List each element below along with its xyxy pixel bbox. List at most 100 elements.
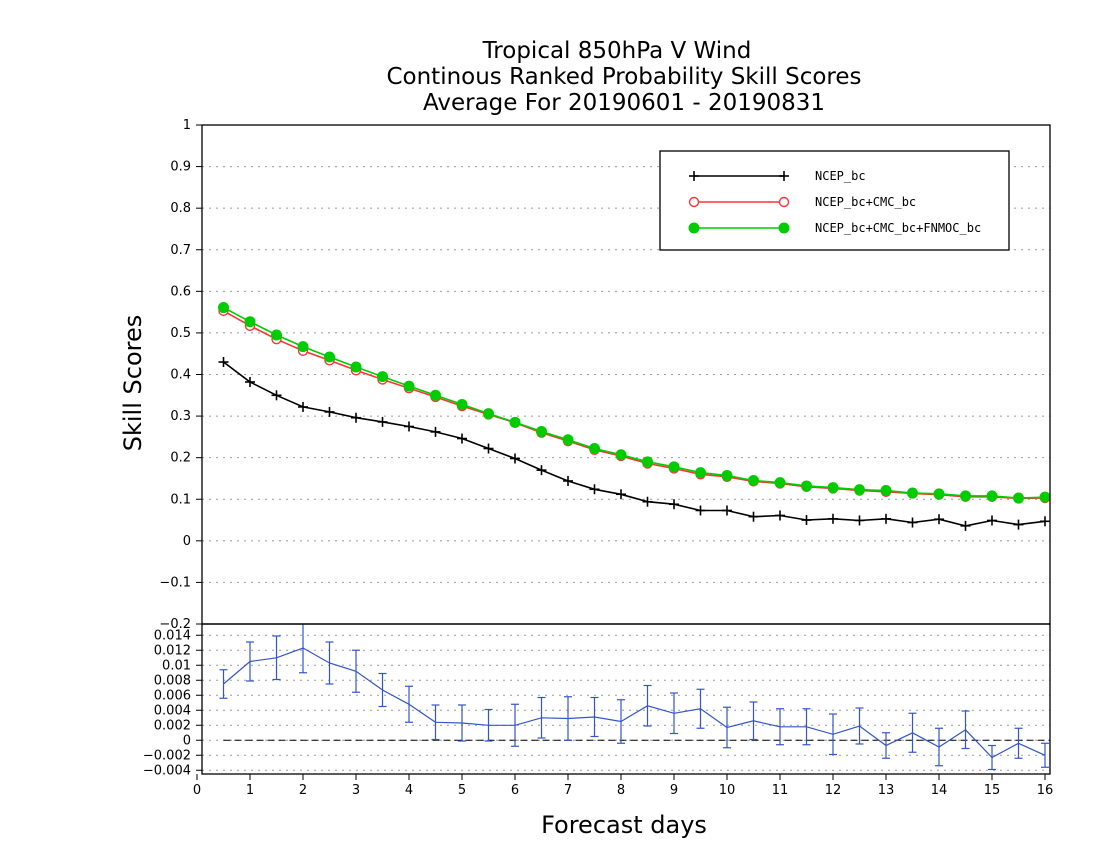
filled-circle-marker: [403, 380, 415, 392]
x-tick-label: 13: [878, 783, 895, 798]
lower-y-tick-label: 0.008: [154, 673, 191, 688]
filled-circle-marker: [244, 316, 256, 328]
upper-grid: [202, 166, 1050, 583]
filled-circle-marker: [350, 361, 362, 373]
legend: NCEP_bc NCEP_bc+CMC_bc NCEP_bc+CMC_bc+FNMO…: [659, 150, 1010, 251]
lower-y-tick-label: 0.012: [154, 643, 191, 658]
plus-marker: [298, 401, 308, 412]
plus-marker: [510, 453, 520, 464]
lower-series: [219, 624, 1050, 771]
plus-marker: [987, 515, 997, 526]
upper-y-tick-label: 0: [183, 534, 191, 549]
plus-marker: [457, 433, 467, 444]
filled-circle-marker: [827, 482, 839, 494]
title-line-2: Continous Ranked Probability Skill Score…: [386, 64, 861, 90]
upper-y-ticks: −0.2 −0.1 0 0.1 0.2 0.3 0.4 0.5 0.6 0.7 0.8 0.9 1: [159, 118, 202, 632]
plus-marker: [669, 499, 679, 510]
lower-y-tick-label: 0: [183, 733, 191, 748]
plus-marker: [218, 357, 229, 368]
plus-marker: [748, 511, 759, 522]
upper-series: [218, 302, 1051, 531]
plus-marker: [616, 489, 626, 500]
y-axis-label: Skill Scores: [119, 315, 147, 452]
filled-circle-marker: [695, 467, 706, 479]
plus-marker: [960, 520, 971, 531]
filled-circle-marker: [615, 449, 627, 461]
series-line-2: [223, 306, 1046, 499]
upper-y-tick-label: 0.3: [170, 409, 191, 424]
filled-circle-marker: [801, 480, 812, 492]
plus-marker: [881, 513, 891, 524]
filled-circle-marker: [748, 475, 759, 487]
series-2: [218, 302, 1051, 504]
filled-circle-marker: [880, 485, 892, 497]
upper-y-tick-label: 0.4: [170, 368, 191, 383]
difference-line: [223, 647, 1046, 759]
plus-marker: [642, 496, 653, 507]
upper-panel: −0.2 −0.1 0 0.1 0.2 0.3 0.4 0.5 0.6 0.7 0.8 0.9 1 NC…: [159, 118, 1051, 632]
x-tick-label: 15: [984, 783, 1001, 798]
upper-y-tick-label: 0.1: [170, 492, 191, 507]
filled-circle-marker: [430, 389, 441, 401]
x-tick-label: 2: [299, 783, 307, 798]
upper-y-tick-label: −0.2: [159, 617, 191, 632]
title-line-1: Tropical 850hPa V Wind: [482, 38, 752, 64]
x-tick-label: 4: [405, 783, 413, 798]
x-tick-label: 6: [511, 783, 519, 798]
filled-circle-marker: [778, 222, 790, 234]
legend-label-2: NCEP_bc+CMC_bc+FNMOC_bc: [815, 221, 981, 235]
lower-y-tick-label: 0.002: [154, 718, 191, 733]
lower-y-tick-label: 0.004: [154, 703, 191, 718]
plus-marker: [271, 390, 282, 401]
plus-marker: [934, 514, 944, 525]
filled-circle-marker: [297, 341, 309, 353]
series-1: [218, 305, 1051, 504]
x-axis-ticks: 0 1 2 3 4 5 6 7 8 9 10 11 12 13 14 15 16: [193, 774, 1053, 798]
plus-marker: [1013, 519, 1024, 530]
x-tick-label: 16: [1037, 783, 1054, 798]
plus-marker: [907, 517, 918, 528]
plus-marker: [722, 505, 732, 516]
filled-circle-marker: [483, 408, 494, 420]
lower-y-tick-label: −0.004: [143, 763, 191, 778]
upper-y-tick-label: 0.8: [170, 201, 191, 216]
filled-circle-marker: [589, 443, 600, 455]
plus-marker: [695, 505, 706, 516]
legend-entry-2: NCEP_bc+CMC_bc+FNMOC_bc: [688, 221, 981, 235]
legend-label-0: NCEP_bc: [815, 169, 866, 183]
legend-box: [659, 150, 1010, 251]
x-tick-label: 9: [670, 783, 678, 798]
plus-marker: [1040, 516, 1050, 527]
x-tick-label: 1: [246, 783, 254, 798]
x-tick-label: 3: [352, 783, 360, 798]
legend-entry-0: NCEP_bc: [689, 169, 866, 183]
plus-marker: [245, 376, 255, 387]
title-line-3: Average For 20190601 - 20190831: [423, 90, 825, 116]
plus-marker: [775, 510, 785, 521]
x-tick-label: 5: [458, 783, 466, 798]
lower-y-tick-label: 0.01: [162, 658, 191, 673]
lower-panel: −0.004−0.00200.0020.0040.0060.0080.010.0…: [143, 623, 1051, 778]
lower-y-tick-label: −0.002: [143, 748, 191, 763]
plus-marker: [563, 475, 573, 486]
x-tick-label: 0: [193, 783, 201, 798]
upper-y-tick-label: 0.9: [170, 160, 191, 175]
filled-circle-marker: [774, 477, 786, 489]
series-line-1: [223, 310, 1046, 500]
filled-circle-marker: [1039, 491, 1051, 503]
plus-marker: [828, 513, 838, 524]
plus-marker: [854, 515, 865, 526]
filled-circle-marker: [1013, 492, 1024, 504]
upper-y-tick-label: 0.7: [170, 243, 191, 258]
lower-y-ticks: −0.004−0.00200.0020.0040.0060.0080.010.0…: [143, 628, 202, 778]
filled-circle-marker: [271, 329, 282, 341]
plus-marker: [430, 426, 441, 437]
plus-marker: [351, 412, 361, 423]
legend-label-1: NCEP_bc+CMC_bc: [815, 195, 916, 209]
filled-circle-marker: [907, 487, 918, 499]
filled-circle-marker: [668, 461, 680, 473]
lower-plot-frame: [201, 623, 1051, 775]
x-tick-label: 11: [772, 783, 789, 798]
chart-title: Tropical 850hPa V Wind Continous Ranked …: [386, 38, 861, 116]
